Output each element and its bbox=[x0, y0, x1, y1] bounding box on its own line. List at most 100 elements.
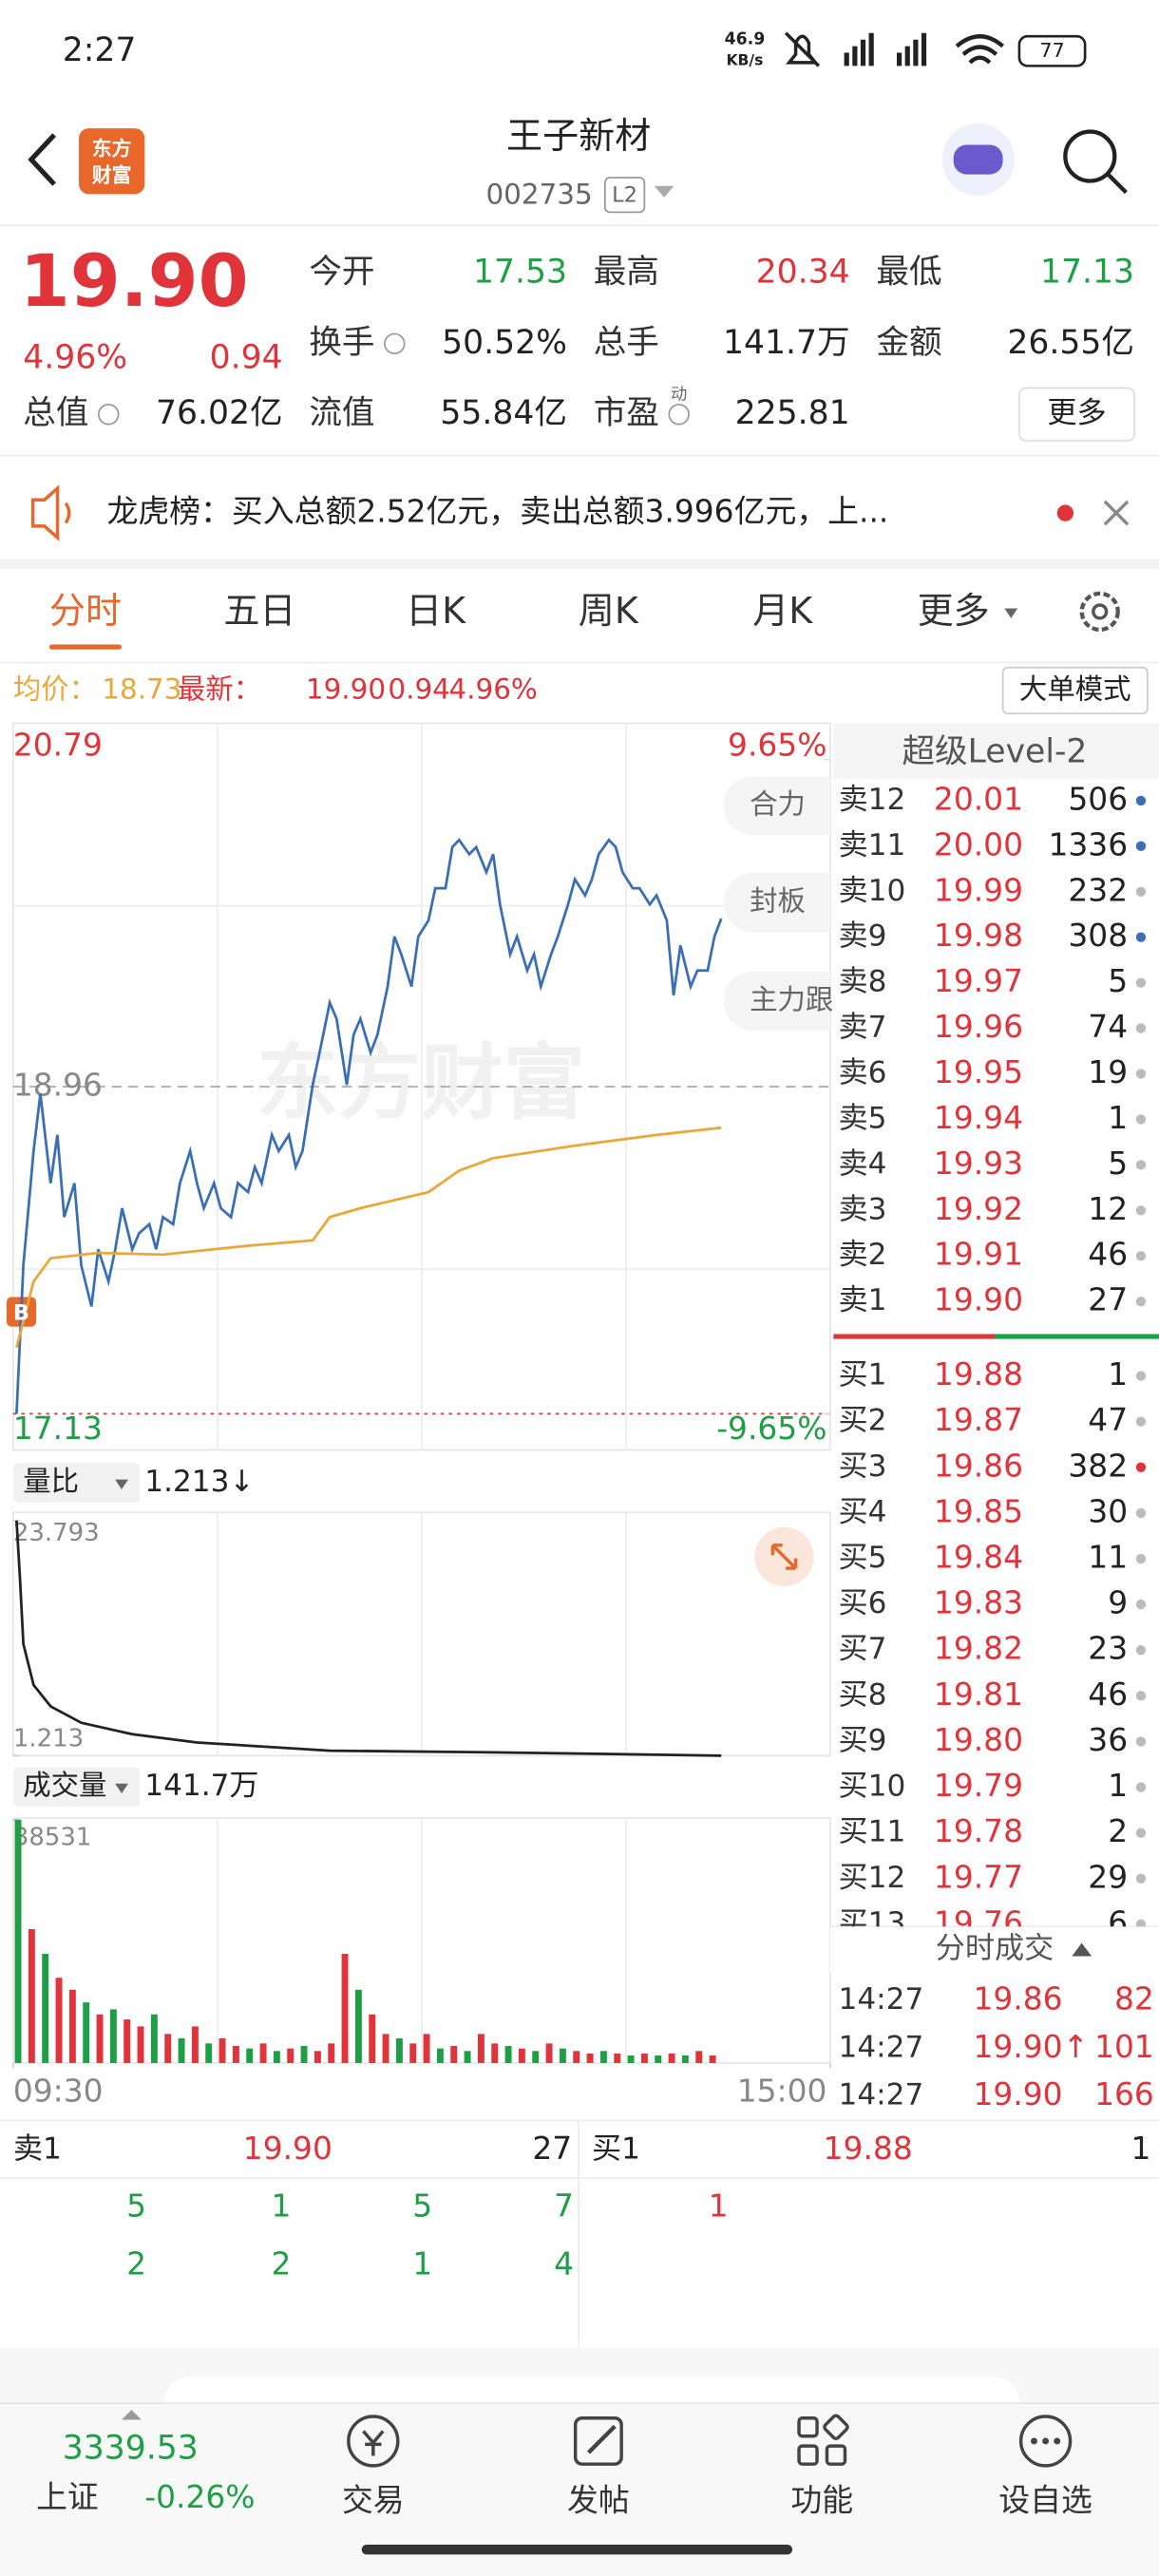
latest-value: 19.90 bbox=[306, 672, 386, 705]
book-volume: 1 bbox=[1108, 1767, 1128, 1804]
volume-bar bbox=[491, 2043, 499, 2063]
book-price: 19.94 bbox=[934, 1099, 1023, 1136]
search-icon[interactable] bbox=[1063, 129, 1117, 183]
dropdown bbox=[115, 1479, 128, 1489]
settings-icon[interactable] bbox=[1079, 591, 1120, 633]
trade-volume: 166 bbox=[1094, 2075, 1154, 2112]
volume-bar bbox=[709, 2055, 716, 2063]
book-dot bbox=[1135, 1371, 1147, 1381]
volume-bar bbox=[573, 2051, 580, 2063]
nav-item[interactable]: 设自选 bbox=[998, 2481, 1092, 2518]
ratio-selector[interactable] bbox=[12, 1463, 141, 1503]
volume-bar bbox=[137, 2026, 144, 2063]
search-handle bbox=[1106, 173, 1128, 195]
close-news[interactable] bbox=[1103, 500, 1130, 526]
book-volume: 30 bbox=[1088, 1492, 1128, 1529]
book-label: 买7 bbox=[839, 1632, 887, 1666]
watchlist-icon[interactable] bbox=[1018, 2415, 1073, 2468]
field-value: 17.13 bbox=[1040, 253, 1134, 291]
side-button[interactable] bbox=[723, 873, 830, 933]
tab[interactable]: 五日 bbox=[223, 590, 295, 632]
volume-bar bbox=[205, 2043, 213, 2063]
book-dot bbox=[1135, 886, 1147, 897]
nav-item[interactable]: 功能 bbox=[790, 2481, 853, 2518]
volume-bar bbox=[545, 2043, 553, 2063]
book-title-bg bbox=[833, 723, 1159, 780]
side-button[interactable] bbox=[723, 971, 830, 1032]
stock-name: 王子新材 bbox=[506, 115, 651, 157]
book-title: 超级Level-2 bbox=[902, 733, 1087, 771]
more-label[interactable]: 更多 bbox=[1047, 396, 1106, 430]
side-button[interactable] bbox=[723, 775, 830, 836]
book-price: 19.95 bbox=[934, 1053, 1023, 1090]
tab[interactable]: 更多 bbox=[918, 590, 990, 632]
tab[interactable]: 周K bbox=[579, 590, 639, 632]
volume-bar bbox=[246, 2048, 254, 2063]
book-dot bbox=[1135, 932, 1147, 942]
dropdown bbox=[1004, 608, 1018, 618]
best-volume: 1 bbox=[1130, 2130, 1150, 2167]
tab[interactable]: 日K bbox=[406, 590, 466, 632]
volume-bar bbox=[382, 2034, 390, 2063]
tab[interactable]: 分时 bbox=[49, 590, 122, 632]
logo-text: 东方 bbox=[92, 138, 132, 161]
nav-item[interactable]: 交易 bbox=[342, 2481, 405, 2518]
y2-tick-label: 9.65% bbox=[728, 726, 826, 763]
field-value: 76.02亿 bbox=[156, 394, 283, 432]
field-label: 今开 bbox=[309, 253, 374, 291]
more-button[interactable] bbox=[1018, 387, 1135, 442]
book-label: 卖12 bbox=[839, 783, 906, 817]
volume-title: 成交量 bbox=[23, 1770, 106, 1802]
book-dot bbox=[1135, 1782, 1147, 1792]
book-price: 19.97 bbox=[934, 962, 1023, 999]
stock-code: 002735 bbox=[485, 179, 592, 211]
volume-bar bbox=[273, 2051, 280, 2063]
side-button-label: 封板 bbox=[750, 885, 806, 918]
volume-bar bbox=[150, 2014, 158, 2063]
book-label: 卖10 bbox=[839, 874, 906, 908]
tab[interactable]: 月K bbox=[752, 590, 813, 632]
book-price: 19.93 bbox=[934, 1145, 1023, 1182]
sort-icon[interactable] bbox=[1072, 1942, 1092, 1957]
nav-item[interactable]: 发帖 bbox=[567, 2481, 630, 2518]
volume-bar bbox=[695, 2051, 703, 2063]
volume-current: 141.7万 bbox=[144, 1769, 258, 1803]
book-label: 买9 bbox=[839, 1723, 887, 1757]
side-button-label: 合力 bbox=[750, 788, 806, 821]
mode-label[interactable]: 大单模式 bbox=[1019, 672, 1131, 705]
book-volume: 12 bbox=[1088, 1190, 1128, 1227]
book-label: 买1 bbox=[839, 1358, 887, 1392]
volume-selector[interactable] bbox=[12, 1767, 141, 1807]
book-dot bbox=[1135, 1462, 1147, 1472]
book-label: 卖2 bbox=[839, 1238, 887, 1272]
volume-bar bbox=[477, 2034, 484, 2063]
news-text[interactable]: 龙虎榜：买入总额2.52亿元，卖出总额3.996亿元，上... bbox=[106, 493, 888, 530]
function-icon[interactable] bbox=[797, 2414, 849, 2466]
book-volume: 5 bbox=[1108, 1145, 1128, 1182]
dropdown[interactable] bbox=[654, 185, 674, 198]
post-icon[interactable] bbox=[573, 2415, 623, 2466]
wifi-icon bbox=[955, 34, 1005, 65]
book-price: 19.90 bbox=[934, 1281, 1023, 1318]
signal-icon bbox=[896, 32, 927, 66]
back-button[interactable] bbox=[28, 133, 57, 186]
book-volume: 11 bbox=[1088, 1539, 1128, 1576]
volume-bar bbox=[464, 2051, 471, 2063]
book-volume: 1 bbox=[1108, 1355, 1128, 1392]
book-label: 买10 bbox=[839, 1770, 906, 1804]
level-tag: L2 bbox=[612, 183, 637, 208]
ratio-current: 1.213↓ bbox=[144, 1465, 254, 1499]
mode-button[interactable] bbox=[1001, 666, 1149, 715]
book-price: 19.77 bbox=[934, 1858, 1023, 1895]
latest-change: 0.94 bbox=[388, 672, 449, 705]
book-label: 买5 bbox=[839, 1541, 887, 1575]
x-tick-label: 15:00 bbox=[737, 2073, 827, 2110]
y-tick-label: 20.79 bbox=[13, 726, 103, 763]
last-price: 19.90 bbox=[20, 238, 249, 323]
trade-icon[interactable] bbox=[347, 2415, 400, 2468]
index-toggle[interactable] bbox=[122, 2410, 142, 2420]
index-name: 上证 bbox=[36, 2478, 99, 2515]
book-dot bbox=[1135, 1873, 1147, 1884]
volume-bar bbox=[599, 2051, 607, 2063]
